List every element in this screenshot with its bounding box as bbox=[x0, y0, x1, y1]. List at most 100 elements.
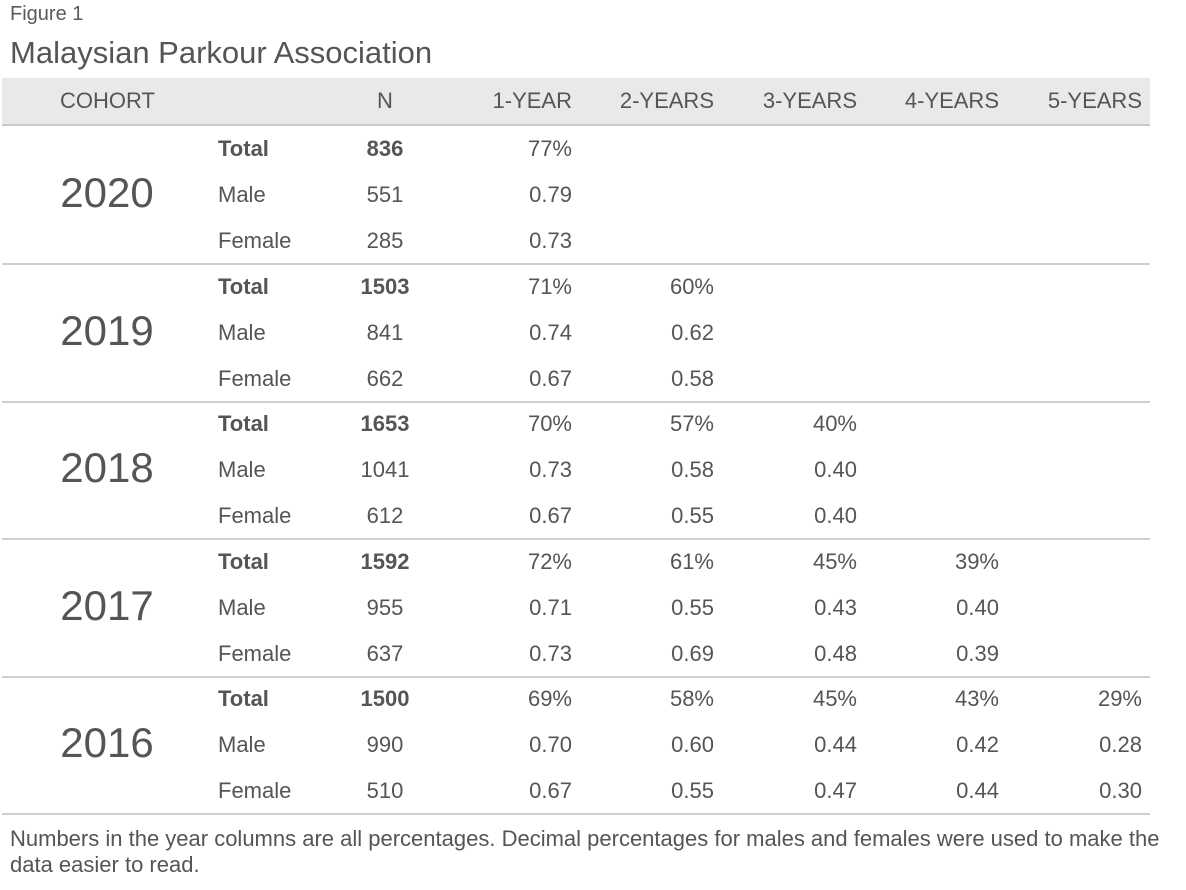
n-cell: 1503 bbox=[360, 273, 410, 299]
table-row: Male 841 0.74 0.62 bbox=[2, 310, 1150, 356]
year-3-cell: 0.48 bbox=[814, 640, 857, 666]
n-cell: 1592 bbox=[360, 548, 410, 574]
year-1-cell: 0.67 bbox=[529, 365, 572, 391]
year-1-cell: 0.70 bbox=[529, 732, 572, 757]
year-2-cell: 0.58 bbox=[671, 365, 714, 391]
year-1-cell: 0.67 bbox=[529, 503, 572, 528]
year-4-cell: 0.40 bbox=[956, 594, 999, 620]
n-cell: 841 bbox=[366, 319, 404, 345]
year-4-cell: 0.39 bbox=[956, 640, 999, 666]
year-4-cell: 43% bbox=[954, 686, 999, 711]
row-label: Male bbox=[218, 732, 266, 757]
year-4-cell bbox=[899, 264, 999, 310]
year-5-cell bbox=[1042, 172, 1142, 218]
table-row: Female 637 0.73 0.69 0.48 0.39 bbox=[2, 631, 1150, 677]
table-row: Female 510 0.67 0.55 0.47 0.44 0.30 bbox=[2, 768, 1150, 814]
year-3-cell bbox=[757, 356, 857, 402]
year-2-cell: 0.55 bbox=[671, 503, 714, 528]
year-5-cell: 29% bbox=[1097, 686, 1142, 711]
year-2-cell: 0.60 bbox=[671, 732, 714, 757]
figure-label: Figure 1 bbox=[10, 3, 84, 25]
year-2-cell: 0.62 bbox=[671, 319, 714, 345]
year-3-cell bbox=[757, 264, 857, 310]
year-1-cell: 0.73 bbox=[529, 228, 572, 253]
year-1-cell: 70% bbox=[527, 411, 572, 436]
year-5-cell: 0.28 bbox=[1099, 732, 1142, 757]
row-label: Total bbox=[218, 411, 269, 436]
n-cell: 285 bbox=[366, 228, 404, 253]
header-cohort: COHORT bbox=[60, 88, 155, 113]
year-3-cell: 0.47 bbox=[814, 778, 857, 803]
table-row: Female 662 0.67 0.58 bbox=[2, 356, 1150, 402]
year-3-cell bbox=[757, 172, 857, 218]
row-label: Total bbox=[218, 686, 269, 711]
year-4-cell: 0.42 bbox=[956, 732, 999, 757]
cohort-group-2017: 2017 Total 1592 72% 61% 45% 39% Male 955 0.71 0.55… bbox=[2, 539, 1150, 678]
year-1-cell: 0.73 bbox=[529, 640, 572, 666]
n-cell: 662 bbox=[366, 365, 404, 391]
year-5-cell bbox=[1042, 126, 1142, 172]
table-row: Total 1653 70% 57% 40% bbox=[2, 401, 1150, 447]
year-5-cell bbox=[1042, 310, 1142, 356]
row-label: Male bbox=[218, 182, 266, 207]
year-3-cell: 0.40 bbox=[814, 503, 857, 528]
header-4-years: 4-YEARS bbox=[904, 88, 999, 113]
year-4-cell: 0.44 bbox=[956, 778, 999, 803]
cohort-year: 2017 bbox=[60, 581, 154, 629]
n-cell: 1653 bbox=[360, 411, 410, 436]
cohort-year: 2020 bbox=[60, 169, 154, 216]
cohort-group-2020: 2020 Total 836 77% Male 551 0.79 Female 285 0.73 bbox=[2, 126, 1150, 265]
year-2-cell: 0.58 bbox=[671, 457, 714, 482]
year-4-cell bbox=[899, 493, 999, 539]
year-4-cell: 39% bbox=[954, 548, 999, 574]
year-1-cell: 0.73 bbox=[529, 457, 572, 482]
year-4-cell bbox=[899, 310, 999, 356]
year-3-cell: 0.43 bbox=[814, 594, 857, 620]
table-row: Male 990 0.70 0.60 0.44 0.42 0.28 bbox=[2, 722, 1150, 768]
year-1-cell: 0.79 bbox=[529, 182, 572, 207]
n-cell: 836 bbox=[366, 136, 404, 161]
year-5-cell bbox=[1042, 264, 1142, 310]
row-label: Male bbox=[218, 594, 266, 620]
table-row: Female 612 0.67 0.55 0.40 bbox=[2, 493, 1150, 539]
row-label: Female bbox=[218, 503, 292, 528]
table-title: Malaysian Parkour Association bbox=[10, 35, 433, 70]
row-label: Total bbox=[218, 136, 269, 161]
n-cell: 637 bbox=[366, 640, 404, 666]
year-3-cell: 0.44 bbox=[814, 732, 857, 757]
year-5-cell bbox=[1042, 585, 1142, 631]
year-3-cell: 45% bbox=[812, 686, 857, 711]
cohort-year: 2019 bbox=[60, 306, 154, 354]
year-3-cell: 40% bbox=[812, 411, 857, 436]
year-1-cell: 72% bbox=[527, 548, 572, 574]
year-4-cell bbox=[899, 218, 999, 264]
year-4-cell bbox=[899, 172, 999, 218]
row-label: Female bbox=[218, 365, 292, 391]
year-3-cell bbox=[757, 126, 857, 172]
year-2-cell bbox=[614, 218, 714, 264]
cohort-group-2016: 2016 Total 1500 69% 58% 45% 43% 29% Male 990 0.70 0… bbox=[2, 676, 1150, 815]
table-row: Total 1503 71% 60% bbox=[2, 264, 1150, 310]
year-2-cell bbox=[614, 172, 714, 218]
header-3-years: 3-YEARS bbox=[762, 88, 857, 113]
row-label: Female bbox=[218, 228, 292, 253]
row-label: Total bbox=[218, 273, 269, 299]
year-2-cell bbox=[614, 126, 714, 172]
year-3-cell: 45% bbox=[812, 548, 857, 574]
row-label: Female bbox=[218, 640, 292, 666]
year-2-cell: 60% bbox=[669, 273, 714, 299]
cohort-year: 2018 bbox=[60, 444, 154, 491]
row-label: Female bbox=[218, 778, 292, 803]
year-4-cell bbox=[899, 401, 999, 447]
row-label: Total bbox=[218, 548, 269, 574]
row-label: Male bbox=[218, 457, 266, 482]
year-2-cell: 58% bbox=[669, 686, 714, 711]
year-5-cell bbox=[1042, 631, 1142, 677]
year-5-cell bbox=[1042, 401, 1142, 447]
table-row: Male 955 0.71 0.55 0.43 0.40 bbox=[2, 585, 1150, 631]
year-1-cell: 77% bbox=[527, 136, 572, 161]
year-1-cell: 0.71 bbox=[529, 594, 572, 620]
table-row: Total 1500 69% 58% 45% 43% 29% bbox=[2, 676, 1150, 722]
year-5-cell bbox=[1042, 447, 1142, 493]
header-5-years: 5-YEARS bbox=[1047, 88, 1142, 113]
